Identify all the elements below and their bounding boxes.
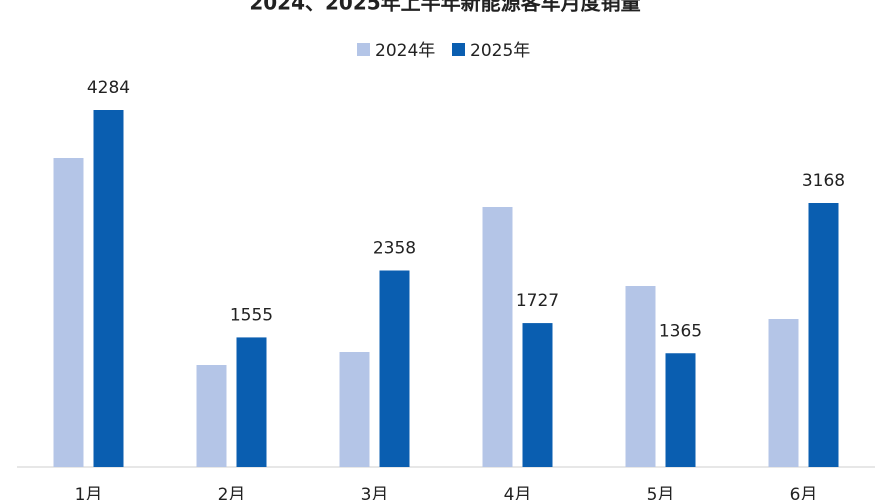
bar [53, 158, 84, 467]
legend-swatch [357, 43, 370, 56]
x-tick-label: 5月 [647, 485, 675, 500]
bar [768, 319, 799, 467]
x-tick-label: 2月 [218, 485, 246, 500]
x-tick-label: 4月 [504, 485, 532, 500]
bar [339, 352, 370, 467]
legend-swatch [452, 43, 465, 56]
bar [236, 337, 267, 467]
bar [482, 207, 513, 467]
bar [808, 203, 839, 467]
bar [93, 110, 124, 467]
x-tick-label: 1月 [75, 485, 103, 500]
legend-label: 2025年 [470, 41, 530, 61]
data-label: 2358 [373, 239, 416, 259]
chart-title: 2024、2025年上半年新能源客车月度销量 [249, 0, 640, 15]
bar [665, 353, 696, 467]
data-label: 1727 [516, 291, 559, 311]
data-label: 3168 [802, 171, 845, 191]
legend-label: 2024年 [375, 41, 435, 61]
x-tick-label: 6月 [790, 485, 818, 500]
bar [625, 286, 656, 467]
bar [196, 365, 227, 467]
data-label: 1555 [230, 305, 273, 325]
bar [379, 270, 410, 467]
x-tick-label: 3月 [361, 485, 389, 500]
data-label: 4284 [87, 78, 130, 98]
data-label: 1365 [659, 321, 702, 341]
bar [522, 323, 553, 467]
